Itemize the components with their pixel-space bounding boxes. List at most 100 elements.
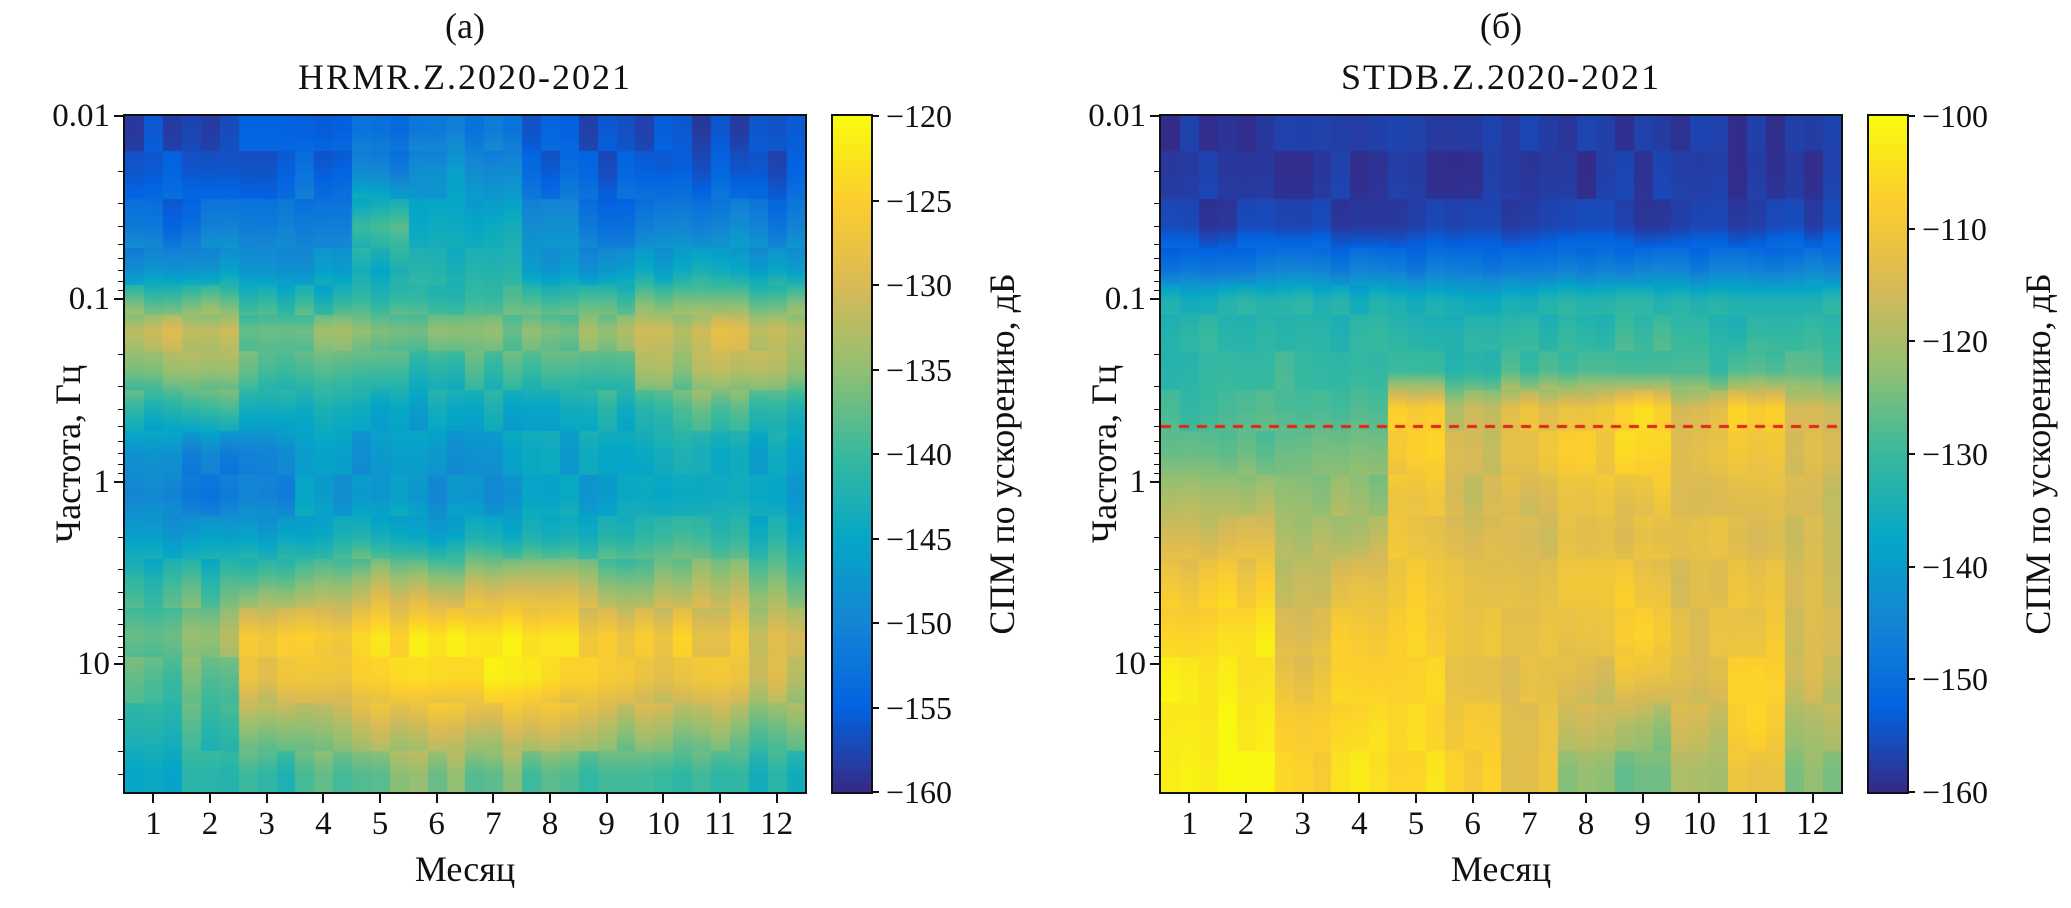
- x-tick-mark: [265, 794, 268, 803]
- y-tick-label: 1: [1129, 463, 1147, 500]
- y-minor-tick-mark: [1154, 426, 1159, 428]
- y-minor-tick-mark: [1154, 281, 1159, 283]
- x-tick-mark: [435, 794, 438, 803]
- y-minor-tick-mark: [118, 426, 123, 428]
- x-tick-label: 5: [1407, 806, 1425, 842]
- x-tick-mark: [1641, 794, 1644, 803]
- y-minor-tick-mark: [1154, 440, 1159, 442]
- y-minor-tick-mark: [1154, 635, 1159, 637]
- y-tick-mark: [114, 115, 123, 117]
- y-tick-label: 0.01: [52, 98, 110, 134]
- y-tick-label: 0.01: [1088, 98, 1146, 134]
- x-tick-label: 6: [428, 806, 445, 842]
- x-tick-mark: [1471, 794, 1474, 803]
- x-tick-label: 4: [1351, 806, 1368, 842]
- y-minor-tick-mark: [1154, 463, 1159, 465]
- y-tick-label: 1: [93, 463, 111, 500]
- colorbar-tick-mark: [871, 622, 879, 624]
- panel-a: (а) HRMR.Z.2020-2021 Частота, Гц Месяц С…: [0, 0, 1035, 908]
- colorbar-tick-label: −110: [1922, 210, 1987, 247]
- colorbar-tick-label: −140: [886, 436, 953, 472]
- y-tick-mark: [1150, 480, 1159, 483]
- subplot-label-b: (б): [1479, 6, 1523, 46]
- x-tick-label: 9: [598, 806, 615, 842]
- y-tick-mark: [114, 663, 123, 666]
- x-tick-label: 3: [258, 806, 275, 842]
- y-tick-mark: [114, 297, 123, 300]
- x-tick-label: 8: [541, 806, 559, 842]
- x-axis-label-a: Месяц: [414, 849, 516, 889]
- x-tick-mark: [1358, 794, 1361, 803]
- y-tick-mark: [1150, 663, 1159, 666]
- x-tick-label: 8: [1577, 806, 1595, 842]
- y-minor-tick-mark: [1154, 258, 1159, 260]
- y-minor-tick-mark: [1154, 203, 1159, 205]
- x-tick-label: 10: [646, 806, 680, 842]
- y-minor-tick-mark: [118, 203, 123, 205]
- colorbar-tick-mark: [1907, 340, 1915, 343]
- x-tick-mark: [379, 794, 381, 803]
- x-tick-label: 1: [145, 806, 162, 842]
- y-minor-tick-mark: [118, 258, 123, 260]
- x-tick-label: 1: [1181, 806, 1198, 842]
- y-tick-label: 10: [77, 646, 110, 683]
- colorbar-tick-mark: [871, 115, 879, 117]
- y-minor-tick-mark: [118, 281, 123, 283]
- x-tick-mark: [662, 794, 665, 803]
- x-tick-label: 6: [1464, 806, 1481, 842]
- y-minor-tick-mark: [1154, 655, 1159, 657]
- colorbar-tick-mark: [1907, 115, 1915, 117]
- colorbar-tick-label: −145: [886, 520, 953, 557]
- y-minor-tick-mark: [1154, 568, 1159, 570]
- panel-b: (б) STDB.Z.2020-2021 Частота, Гц Месяц С…: [1036, 0, 2071, 908]
- colorbar-tick-label: −160: [1922, 774, 1989, 810]
- x-tick-label: 9: [1634, 806, 1651, 842]
- y-minor-tick-mark: [118, 440, 123, 442]
- y-minor-tick-mark: [118, 635, 123, 637]
- y-tick-label: 0.1: [68, 280, 110, 317]
- colorbar-tick-mark: [871, 368, 879, 371]
- x-tick-mark: [1698, 794, 1701, 803]
- y-tick-label: 10: [1113, 646, 1146, 683]
- y-minor-tick-mark: [118, 591, 123, 593]
- x-tick-mark: [1245, 794, 1247, 803]
- colorbar-tick-label: −100: [1922, 98, 1989, 134]
- y-minor-tick-mark: [1154, 408, 1159, 410]
- heatmap-axes-b: [1159, 114, 1843, 794]
- colorbar-tick-mark: [871, 453, 879, 455]
- y-minor-tick-mark: [118, 463, 123, 465]
- colorbar-tick-mark: [1907, 678, 1915, 681]
- x-tick-label: 10: [1682, 806, 1716, 842]
- colorbar-b: [1867, 114, 1909, 794]
- x-tick-label: 12: [1796, 806, 1830, 842]
- colorbar-tick-label: −150: [1922, 661, 1989, 698]
- y-minor-tick-mark: [1154, 243, 1159, 245]
- colorbar-tick-label: −135: [886, 351, 953, 388]
- y-minor-tick-mark: [118, 453, 123, 455]
- x-tick-mark: [775, 794, 778, 803]
- x-tick-label: 11: [704, 806, 736, 842]
- plot-title-a: HRMR.Z.2020-2021: [297, 57, 632, 97]
- colorbar-tick-mark: [871, 791, 879, 793]
- y-minor-tick-mark: [1154, 719, 1159, 721]
- y-minor-tick-mark: [1154, 536, 1159, 538]
- y-minor-tick-mark: [1154, 609, 1159, 611]
- colorbar-canvas-a: [833, 116, 871, 792]
- x-tick-mark: [1528, 794, 1531, 803]
- colorbar-label-b: СПМ по ускорению, дБ: [2018, 273, 2058, 635]
- colorbar-canvas-b: [1869, 116, 1907, 792]
- x-tick-mark: [1811, 794, 1814, 803]
- colorbar-tick-mark: [871, 537, 879, 540]
- colorbar-tick-label: −150: [886, 605, 953, 641]
- y-minor-tick-mark: [1154, 751, 1159, 753]
- x-tick-label: 7: [485, 806, 502, 842]
- y-tick-mark: [114, 480, 123, 483]
- heatmap-canvas-b: [1161, 116, 1841, 792]
- y-minor-tick-mark: [1154, 270, 1159, 272]
- x-tick-mark: [1755, 794, 1757, 803]
- y-minor-tick-mark: [1154, 353, 1159, 355]
- heatmap-canvas-a: [125, 116, 805, 792]
- x-tick-mark: [549, 794, 551, 803]
- y-minor-tick-mark: [118, 226, 123, 228]
